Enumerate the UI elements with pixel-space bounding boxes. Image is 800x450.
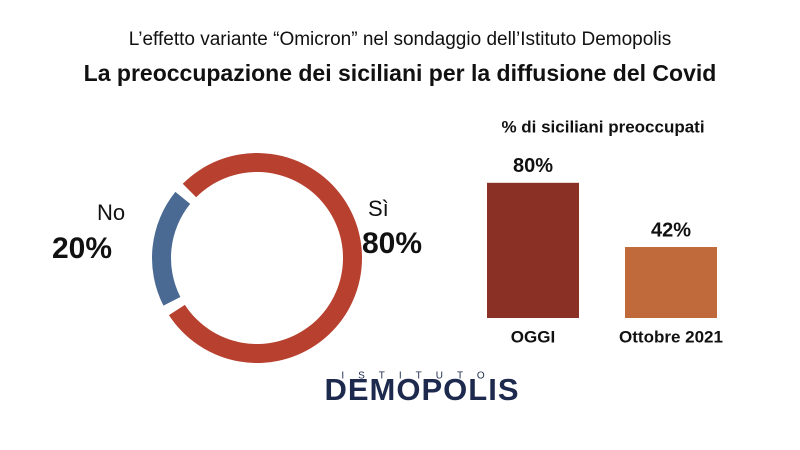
logo-name: DEMOPOLIS [324,372,519,407]
title: La preoccupazione dei siciliani per la d… [84,60,717,86]
x-tick-label: Ottobre 2021 [619,327,723,346]
bar [487,182,579,318]
x-tick-label: OGGI [511,327,555,346]
segment-label: Sì [368,196,389,221]
value-label: 42% [651,219,691,241]
segment-label: No [97,200,125,225]
bar [625,247,717,318]
subtitle: L’effetto variante “Omicron” nel sondagg… [129,29,672,50]
value-label: 80% [513,155,553,177]
donut-segment [168,153,362,363]
value-label: 80% [362,227,422,260]
value-label: 20% [52,232,112,265]
donut-segment [151,191,191,306]
bar-chart-title: % di siciliani preoccupati [501,117,704,136]
logo-top: ISTITUTO [341,371,498,382]
